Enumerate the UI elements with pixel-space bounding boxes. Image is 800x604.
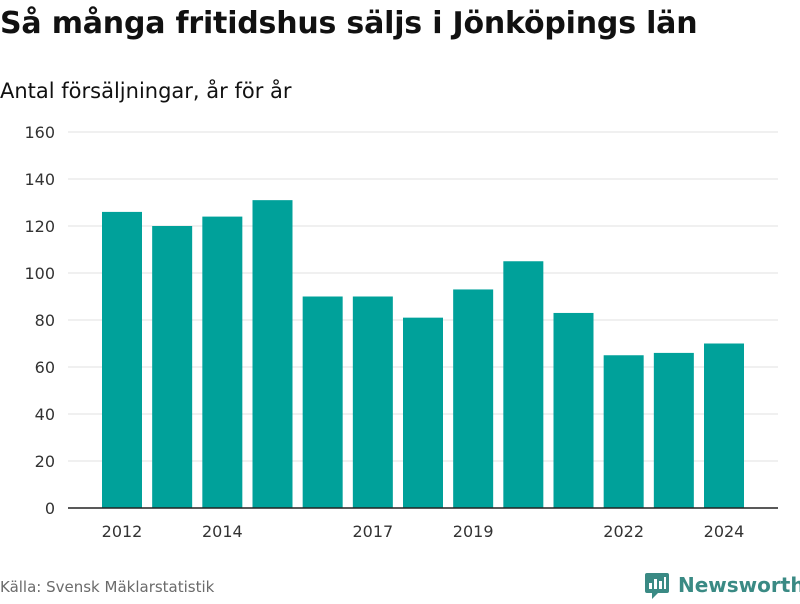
y-axis: 0 20 40 60 80 100 120 140 160 xyxy=(24,123,55,518)
bar-2022 xyxy=(603,355,644,508)
chart-title: Så många fritidshus säljs i Jönköpings l… xyxy=(0,6,698,41)
y-tick-label: 80 xyxy=(35,311,55,330)
y-tick-label: 0 xyxy=(45,499,55,518)
bar-2021 xyxy=(553,312,594,508)
brand-logo: Newsworthy xyxy=(644,570,800,600)
x-tick-label: 2022 xyxy=(603,522,644,541)
y-tick-label: 120 xyxy=(24,217,55,236)
bar-2018 xyxy=(403,317,443,508)
x-tick-label: 2017 xyxy=(352,522,393,541)
bar-2020 xyxy=(503,261,544,508)
x-axis: 2012 2014 2017 2019 2022 2024 xyxy=(68,507,778,541)
y-tick-label: 20 xyxy=(35,452,55,471)
bars xyxy=(102,200,744,508)
y-tick-label: 100 xyxy=(24,264,55,283)
bar-2014 xyxy=(202,216,243,508)
brand-name: Newsworthy xyxy=(678,573,800,597)
bar-2024 xyxy=(704,343,744,508)
y-tick-label: 140 xyxy=(24,170,55,189)
x-tick-label: 2019 xyxy=(453,522,494,541)
bar-2023 xyxy=(653,352,694,508)
bar-2015 xyxy=(252,200,293,508)
bar-2017 xyxy=(352,296,393,508)
bar-2016 xyxy=(302,296,343,508)
newsworthy-logo-icon xyxy=(644,570,670,600)
bar-2019 xyxy=(453,289,494,508)
y-tick-label: 160 xyxy=(24,123,55,142)
y-tick-label: 60 xyxy=(35,358,55,377)
source-note: Källa: Svensk Mäklarstatistik xyxy=(0,578,215,596)
bar-2013 xyxy=(152,226,193,508)
chart-subtitle: Antal försäljningar, år för år xyxy=(0,79,292,103)
y-tick-label: 40 xyxy=(35,405,55,424)
x-tick-label: 2012 xyxy=(102,522,143,541)
x-tick-label: 2024 xyxy=(704,522,745,541)
x-tick-label: 2014 xyxy=(202,522,243,541)
bar-2012 xyxy=(102,211,142,508)
